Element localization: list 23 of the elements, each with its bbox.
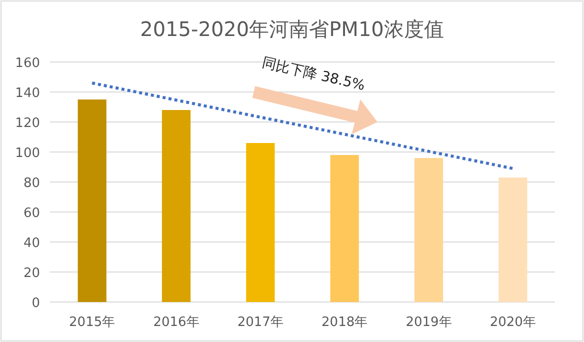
- bar: [498, 178, 528, 302]
- y-tick-label: 0: [32, 296, 40, 311]
- chart-title: 2015-2020年河南省PM10浓度值: [140, 17, 444, 41]
- x-tick-label: 2017年: [237, 315, 284, 330]
- y-tick-label: 80: [23, 176, 40, 191]
- bar: [246, 143, 275, 302]
- y-tick-label: 100: [15, 146, 40, 161]
- x-tick-label: 2015年: [69, 315, 116, 330]
- x-tick-label: 2016年: [153, 315, 200, 330]
- y-tick-label: 160: [15, 56, 40, 71]
- y-tick-label: 120: [15, 116, 40, 131]
- y-tick-label: 40: [23, 236, 40, 251]
- x-tick-label: 2020年: [490, 315, 536, 330]
- annotation: 同比下降 38.5%: [260, 55, 366, 94]
- bar: [162, 110, 191, 302]
- bar: [78, 100, 106, 302]
- y-tick-label: 60: [23, 206, 40, 221]
- x-tick-label: 2018年: [322, 315, 368, 330]
- y-tick-label: 140: [15, 86, 40, 101]
- bar: [414, 158, 444, 302]
- y-tick-label: 20: [23, 266, 40, 281]
- bar: [330, 155, 359, 302]
- x-tick-label: 2019年: [406, 315, 452, 330]
